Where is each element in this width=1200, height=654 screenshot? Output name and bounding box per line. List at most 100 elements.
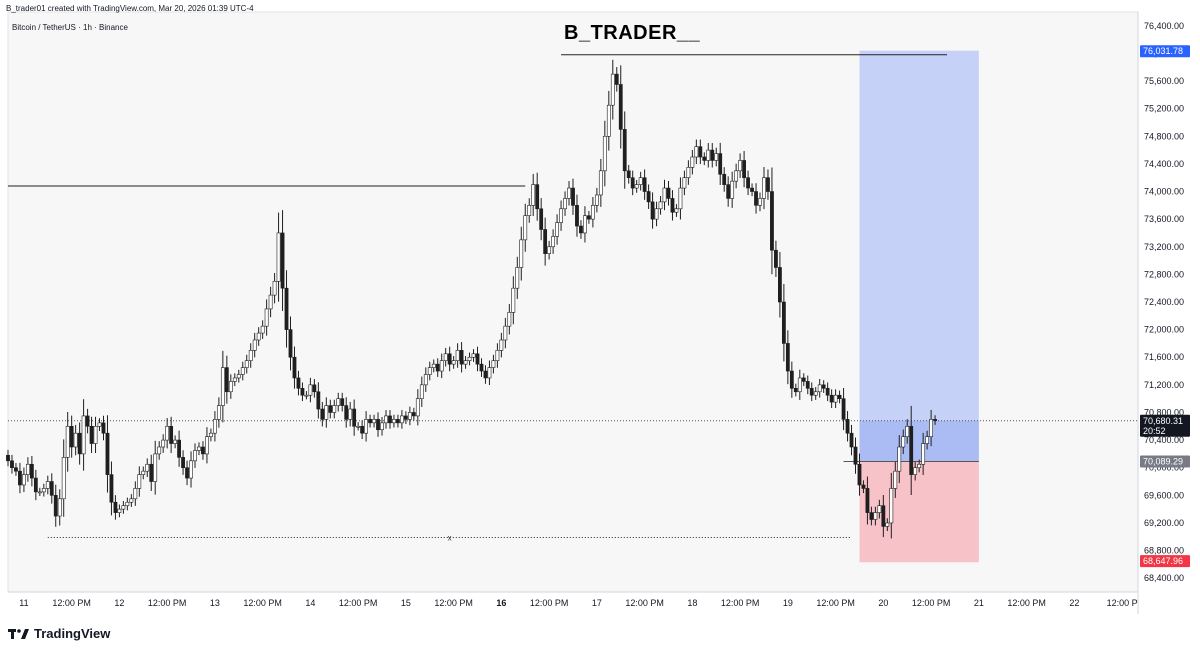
candle-body [547, 246, 552, 254]
candle-body [81, 415, 86, 455]
candle-body [511, 287, 516, 313]
candle-body [543, 229, 548, 254]
candle-body [917, 463, 922, 469]
candle-body [197, 446, 201, 451]
candle-body [499, 339, 504, 351]
candle-body [276, 232, 281, 282]
candle-body [610, 73, 615, 106]
candle-body [507, 312, 512, 327]
candle-body [85, 415, 90, 427]
candle-body [431, 363, 436, 368]
candle-body [781, 301, 786, 344]
candle-body [352, 408, 357, 427]
y-tick-label: 72,800.00 [1144, 269, 1184, 279]
candle-body [789, 370, 794, 389]
y-tick-label: 76,400.00 [1144, 21, 1184, 31]
candle-body [598, 170, 603, 196]
candle-body [714, 153, 719, 161]
current-price-label-bg [1140, 414, 1190, 437]
candle-body [388, 415, 392, 424]
y-tick-label: 70,800.00 [1144, 407, 1184, 417]
x-tick-label: 12:00 PM [625, 598, 664, 608]
tradingview-footer[interactable]: TradingView [8, 626, 110, 641]
candle-body [590, 205, 595, 220]
candle-body [889, 488, 894, 524]
x-tick-label: 12:00 PM [912, 598, 951, 608]
candle-body [14, 467, 18, 472]
candle-body [415, 398, 420, 417]
candle-body [805, 381, 810, 389]
candle-body [368, 419, 372, 424]
candle-body [475, 353, 480, 365]
x-tick-label: 17 [592, 598, 602, 608]
candle-body [614, 73, 619, 85]
candle-body [833, 394, 838, 403]
level-marker: x [448, 533, 452, 542]
candle-body [630, 177, 635, 189]
candle-body [193, 450, 197, 462]
candle-body [380, 422, 384, 431]
x-tick-label: 12:00 PM [721, 598, 760, 608]
y-tick-label: 72,400.00 [1144, 297, 1184, 307]
candle-body [587, 215, 591, 220]
candle-body [622, 129, 627, 172]
candle-body [423, 374, 428, 386]
candle-body [22, 474, 26, 486]
y-tick-label: 75,600.00 [1144, 76, 1184, 86]
y-tick-label: 74,000.00 [1144, 187, 1184, 197]
candle-body [133, 488, 138, 500]
tradingview-brand: TradingView [34, 626, 111, 641]
candle-body [213, 419, 217, 434]
x-tick-label: 13 [210, 598, 220, 608]
chart-caption: B_trader01 created with TradingView.com,… [6, 4, 254, 13]
x-tick-label: 11 [19, 598, 28, 608]
candle-body [328, 405, 333, 413]
candle-body [288, 329, 293, 358]
candle-body [189, 460, 193, 479]
candle-body [770, 191, 774, 251]
x-tick-label: 19 [783, 598, 793, 608]
candle-body [559, 208, 563, 223]
candle-body [602, 135, 607, 172]
candle-body [527, 205, 532, 216]
candle-body [240, 367, 245, 375]
candle-body [861, 484, 866, 489]
candle-body [837, 394, 842, 399]
candle-body [897, 446, 902, 472]
candle-body [698, 146, 703, 158]
candle-body [670, 198, 675, 213]
candle-body [813, 391, 818, 396]
x-tick-label: 12:00 PM [530, 598, 569, 608]
y-tick-label: 71,200.00 [1144, 380, 1184, 390]
candle-body [913, 467, 918, 475]
candle-body [77, 432, 82, 455]
candle-body [360, 425, 365, 434]
x-tick-label: 22 [1069, 598, 1079, 608]
tradingview-logo-icon [8, 628, 29, 639]
candle-body [181, 457, 185, 469]
watermark-text: B_TRADER__ [564, 22, 701, 44]
candle-body [690, 156, 695, 168]
candle-body [407, 412, 412, 420]
candle-body [634, 184, 639, 189]
candle-body [356, 425, 361, 428]
candle-body [539, 208, 544, 230]
candle-body [869, 512, 874, 520]
candle-body [45, 481, 50, 489]
candle-body [503, 325, 508, 341]
x-tick-label: 12 [114, 598, 124, 608]
candle-body [201, 446, 205, 455]
candle-body [296, 377, 301, 389]
candle-body [853, 446, 858, 465]
candle-body [738, 160, 743, 172]
candle-body [248, 350, 253, 361]
y-tick-label: 75,200.00 [1144, 104, 1184, 114]
y-tick-label: 69,200.00 [1144, 518, 1184, 528]
candle-body [877, 505, 882, 513]
x-tick-label: 12:00 PM [816, 598, 855, 608]
candle-body [324, 405, 329, 420]
candle-body [809, 388, 814, 396]
candle-body [793, 388, 798, 393]
